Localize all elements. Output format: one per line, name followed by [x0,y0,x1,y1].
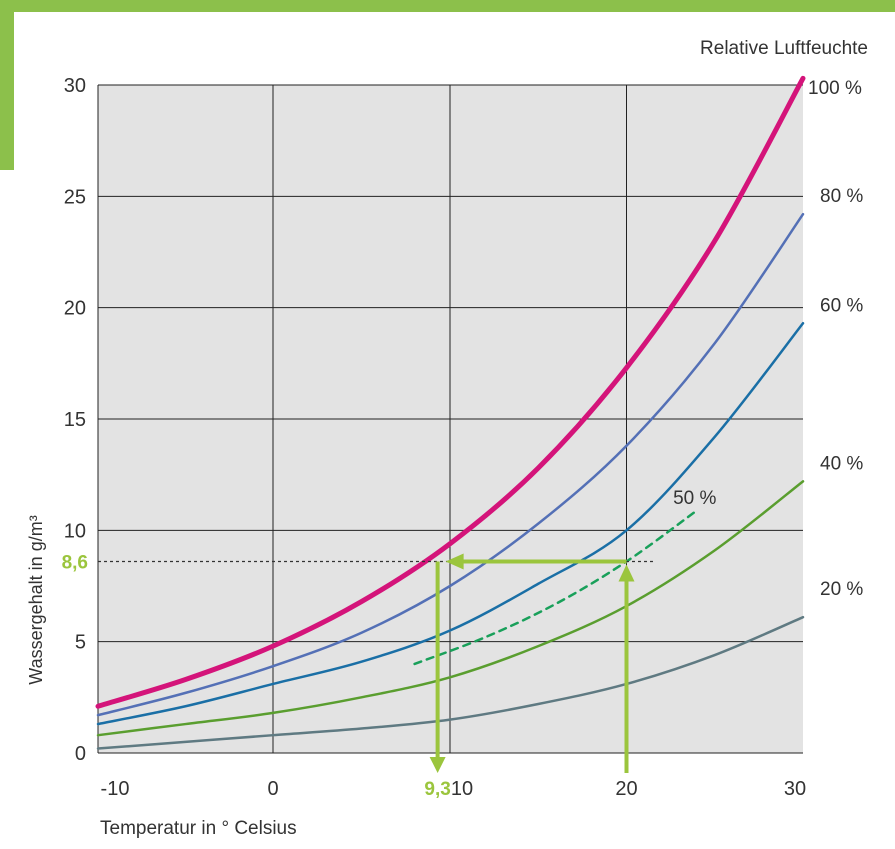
series-label-20: 20 % [820,579,863,600]
series-line-50 [413,509,699,666]
grid-lines [97,84,803,754]
tick-labels: 0 5 10 15 20 25 30 -10 0 10 20 30 [64,75,806,800]
series-label-40: 40 % [820,453,863,474]
series-label-60: 60 % [820,295,863,316]
series-labels: 100 % 80 % 60 % 50 % 40 % 20 % [673,78,863,600]
y-tick-label: 25 [64,186,86,208]
right-axis-title: Relative Luftfeuchte [700,38,868,59]
x-tick-label: 20 [615,778,637,800]
x-marker-label: 9,3 [424,779,450,800]
y-tick-label: 5 [75,632,86,654]
y-tick-label: 30 [64,75,86,97]
y-tick-label: 15 [64,409,86,431]
series-label-50: 50 % [673,488,716,509]
y-tick-label: 20 [64,298,86,320]
y-axis-title: Wassergehalt in g/m³ [26,515,46,684]
y-marker-label: 8,6 [62,553,88,574]
x-tick-label: 10 [451,778,473,800]
series-line-20 [96,615,805,750]
x-tick-label: 30 [784,778,806,800]
arrow-up-head [618,564,635,582]
series-line-60 [96,322,805,726]
y-tick-label: 10 [64,520,86,542]
x-tick-label: 0 [267,778,278,800]
series-label-100: 100 % [808,78,862,99]
arrow-down-head [429,757,446,773]
x-axis-title: Temperatur in ° Celsius [100,818,297,839]
left-accent-strip [0,0,14,170]
series-line-100 [95,75,806,709]
series-lines [95,75,806,750]
annotations: 8,6 9,3 [62,553,653,800]
x-tick-label: -10 [101,778,130,800]
series-label-80: 80 % [820,186,863,207]
top-accent-bar [0,0,895,12]
series-line-80 [96,212,805,717]
y-tick-label: 0 [75,743,86,765]
arrow-left-head [445,553,464,570]
series-line-40 [96,480,805,737]
